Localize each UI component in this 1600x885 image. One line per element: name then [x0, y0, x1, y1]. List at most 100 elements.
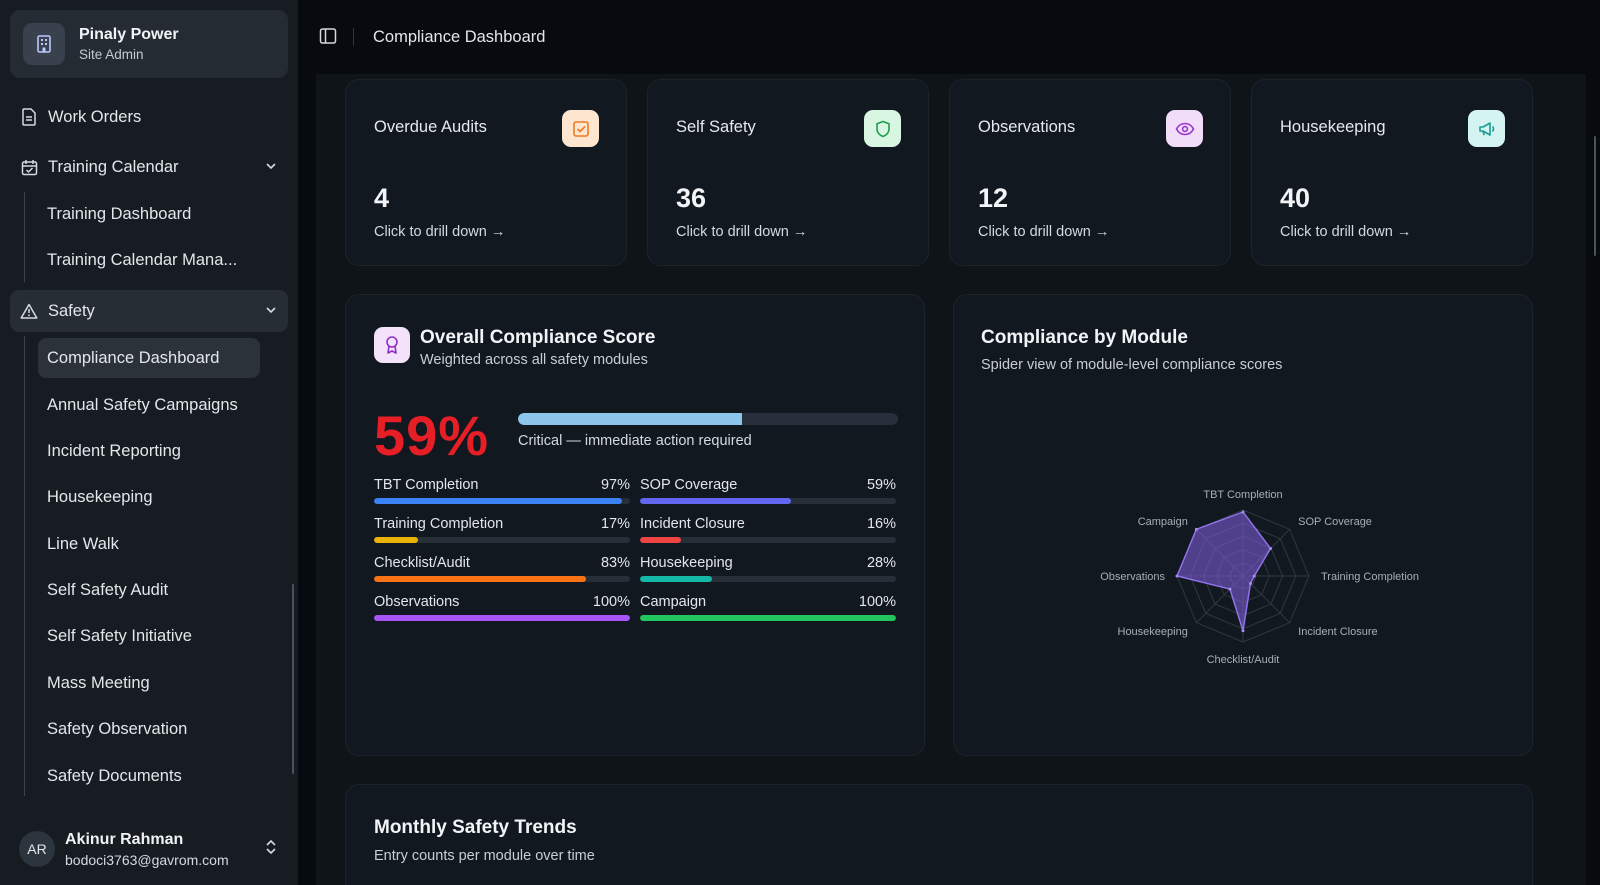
- document-icon: [20, 108, 38, 126]
- metric-value: 16%: [866, 516, 896, 532]
- nav-label: Safety: [48, 301, 95, 320]
- drill-down-link[interactable]: Click to drill down →: [978, 224, 1110, 240]
- topbar: Compliance Dashboard: [298, 0, 1600, 74]
- metric-bar: [640, 615, 896, 621]
- radar-point: [1175, 574, 1179, 578]
- stat-label: Housekeeping: [1280, 118, 1386, 136]
- metric-bar: [640, 576, 896, 582]
- overall-compliance-card: Overall Compliance Score Weighted across…: [345, 294, 925, 756]
- dashboard-content: Overdue Audits 4 Click to drill down → S…: [316, 74, 1586, 885]
- nav-training-dashboard[interactable]: Training Dashboard: [47, 204, 192, 223]
- metric-bar: [374, 537, 630, 543]
- metric-bar-fill: [374, 498, 623, 504]
- metric-value: 59%: [866, 477, 896, 493]
- radar-point: [1252, 574, 1256, 578]
- divider: [353, 28, 354, 46]
- nav-mass-meeting[interactable]: Mass Meeting: [47, 673, 150, 692]
- radar-axis-label: Checklist/Audit: [1207, 654, 1280, 666]
- metric-row: Observations 100%: [374, 594, 630, 610]
- metric-label: Training Completion: [374, 516, 504, 532]
- metric-value: 28%: [866, 555, 896, 571]
- calendar-icon: [20, 158, 38, 176]
- overall-score: 59%: [374, 404, 490, 467]
- stat-card-housekeeping[interactable]: Housekeeping 40 Click to drill down →: [1251, 79, 1533, 266]
- nav-housekeeping[interactable]: Housekeeping: [47, 487, 153, 506]
- metric-bar: [374, 498, 630, 504]
- stat-card-observations[interactable]: Observations 12 Click to drill down →: [949, 79, 1231, 266]
- metric-label: Checklist/Audit: [374, 555, 470, 571]
- nav-self-safety-initiative[interactable]: Self Safety Initiative: [47, 626, 192, 645]
- stat-card-self-safety[interactable]: Self Safety 36 Click to drill down →: [647, 79, 929, 266]
- megaphone-icon: [1468, 110, 1505, 147]
- main-area: Compliance Dashboard Overdue Audits 4 Cl…: [298, 0, 1600, 885]
- radar-axis-label: Training Completion: [1321, 571, 1419, 583]
- metric-value: 97%: [600, 477, 630, 493]
- radar-point: [1241, 510, 1245, 514]
- user-menu[interactable]: AR Akinur Rahman bodoci3763@gavrom.com: [10, 822, 288, 876]
- nav-label: Work Orders: [48, 107, 142, 126]
- user-name: Akinur Rahman: [65, 830, 184, 848]
- radar-axis-label: Incident Closure: [1298, 626, 1378, 638]
- metric-checklist-audit: Checklist/Audit 83%: [374, 555, 630, 582]
- metric-housekeeping: Housekeeping 28%: [640, 555, 896, 582]
- chevrons-up-down-icon: [264, 838, 278, 861]
- stat-value: 40: [1280, 183, 1311, 213]
- metric-row: Housekeeping 28%: [640, 555, 896, 571]
- metric-row: Checklist/Audit 83%: [374, 555, 630, 571]
- metric-observations: Observations 100%: [374, 594, 630, 621]
- eye-icon: [1166, 110, 1203, 147]
- overall-score-fill: [518, 413, 743, 425]
- radar-point: [1241, 629, 1245, 633]
- nav-annual-safety-campaigns[interactable]: Annual Safety Campaigns: [47, 395, 238, 414]
- card-header: Monthly Safety Trends Entry counts per m…: [374, 817, 595, 864]
- metric-row: SOP Coverage 59%: [640, 477, 896, 493]
- stat-value: 12: [978, 183, 1009, 213]
- drill-down-link[interactable]: Click to drill down →: [676, 224, 808, 240]
- nav-safety-observation[interactable]: Safety Observation: [47, 719, 188, 738]
- nav-label: Training Calendar: [48, 157, 179, 176]
- org-switcher[interactable]: Pinaly Power Site Admin: [10, 10, 288, 78]
- card-subtitle: Entry counts per module over time: [374, 848, 595, 864]
- metric-label: Campaign: [640, 594, 707, 610]
- radar-point: [1269, 546, 1273, 550]
- sidebar-scrollbar[interactable]: [292, 584, 294, 774]
- metric-bar-fill: [640, 537, 681, 543]
- nav-incident-reporting[interactable]: Incident Reporting: [47, 441, 181, 460]
- metric-incident-closure: Incident Closure 16%: [640, 516, 896, 543]
- drill-down-link[interactable]: Click to drill down →: [1280, 224, 1412, 240]
- nav-training-calendar[interactable]: Training Calendar: [10, 146, 288, 188]
- nav-safety[interactable]: Safety: [10, 290, 288, 332]
- metric-bar-fill: [640, 498, 792, 504]
- stat-card-overdue-audits[interactable]: Overdue Audits 4 Click to drill down →: [345, 79, 627, 266]
- nav-self-safety-audit[interactable]: Self Safety Audit: [47, 580, 169, 599]
- card-header: Compliance by Module Spider view of modu…: [981, 327, 1282, 373]
- metric-label: TBT Completion: [374, 477, 479, 493]
- building-icon: [23, 23, 65, 65]
- stat-value: 36: [676, 183, 707, 213]
- chevron-down-icon: [264, 159, 278, 178]
- radar-axis-label: TBT Completion: [1203, 489, 1282, 501]
- radar-series-area: [1175, 511, 1272, 632]
- metric-value: 83%: [600, 555, 630, 571]
- warning-triangle-icon: [20, 302, 38, 320]
- page-scrollbar[interactable]: [1594, 136, 1596, 256]
- nav-work-orders[interactable]: Work Orders: [10, 96, 288, 138]
- metric-training-completion: Training Completion 17%: [374, 516, 630, 543]
- metric-label: SOP Coverage: [640, 477, 738, 493]
- radar-point: [1228, 587, 1232, 591]
- nav-safety-documents[interactable]: Safety Documents: [47, 766, 182, 785]
- nav-line-walk[interactable]: Line Walk: [47, 534, 119, 553]
- radar-axis-label: SOP Coverage: [1298, 516, 1372, 528]
- metric-label: Incident Closure: [640, 516, 745, 532]
- nav-training-calendar-management[interactable]: Training Calendar Mana...: [47, 250, 238, 269]
- stat-label: Overdue Audits: [374, 118, 487, 136]
- org-role: Site Admin: [79, 47, 144, 62]
- score-status: Critical — immediate action required: [518, 433, 752, 449]
- nav-compliance-dashboard[interactable]: Compliance Dashboard: [38, 338, 260, 378]
- card-subtitle: Weighted across all safety modules: [420, 352, 648, 368]
- drill-down-link[interactable]: Click to drill down →: [374, 224, 506, 240]
- sidebar: Pinaly Power Site Admin Work Orders Trai…: [0, 0, 298, 885]
- metric-label: Housekeeping: [640, 555, 733, 571]
- monthly-trends-card: Monthly Safety Trends Entry counts per m…: [345, 784, 1533, 885]
- sidebar-toggle-icon[interactable]: [319, 27, 337, 50]
